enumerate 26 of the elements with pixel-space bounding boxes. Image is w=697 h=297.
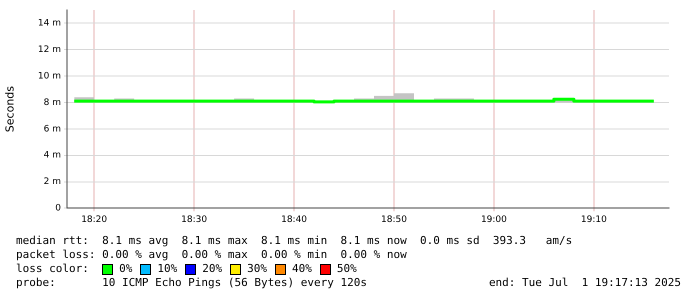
text: packet loss: 0.00 % avg 0.00 % max 0.00 % min 0.00 % now — [16, 248, 408, 262]
text: 0% — [119, 262, 132, 276]
x-tick-label: 19:00 — [480, 214, 508, 225]
y-tick-label: 2 m — [44, 177, 61, 188]
text: 10% — [157, 262, 178, 276]
text: 30% — [247, 262, 267, 276]
x-tick-label: 18:20 — [81, 214, 108, 225]
text: end: Tue Jul 1 19:17:13 2025 — [488, 276, 681, 290]
y-tick-label: 6 m — [44, 124, 61, 134]
text: median rtt: 8.1 ms avg 8.1 ms max 8.1 ms min 8.1 ms now 0.0 ms sd 393.3 am/s — [16, 234, 574, 248]
y-tick-label: 12 m — [38, 44, 61, 55]
text: probe: 10 ICMP Echo Pings (56 Bytes) every 120s — [16, 276, 367, 290]
y-tick-label: 0 — [55, 204, 62, 214]
text: loss color: — [16, 262, 90, 276]
y-tick-label: 4 m — [44, 150, 61, 161]
text: 20% — [202, 262, 222, 276]
x-tick-label: 18:30 — [181, 214, 208, 225]
x-tick-label: 19:10 — [580, 214, 608, 225]
y-tick-label: 10 m — [38, 71, 61, 82]
text: 40% — [292, 262, 312, 276]
text: 50% — [336, 262, 357, 276]
y-axis-title: Seconds — [3, 86, 16, 132]
x-tick-label: 18:40 — [281, 214, 308, 225]
x-tick-label: 18:50 — [380, 214, 408, 225]
y-tick-label: 8 m — [44, 98, 61, 108]
y-tick-label: 14 m — [38, 18, 61, 29]
